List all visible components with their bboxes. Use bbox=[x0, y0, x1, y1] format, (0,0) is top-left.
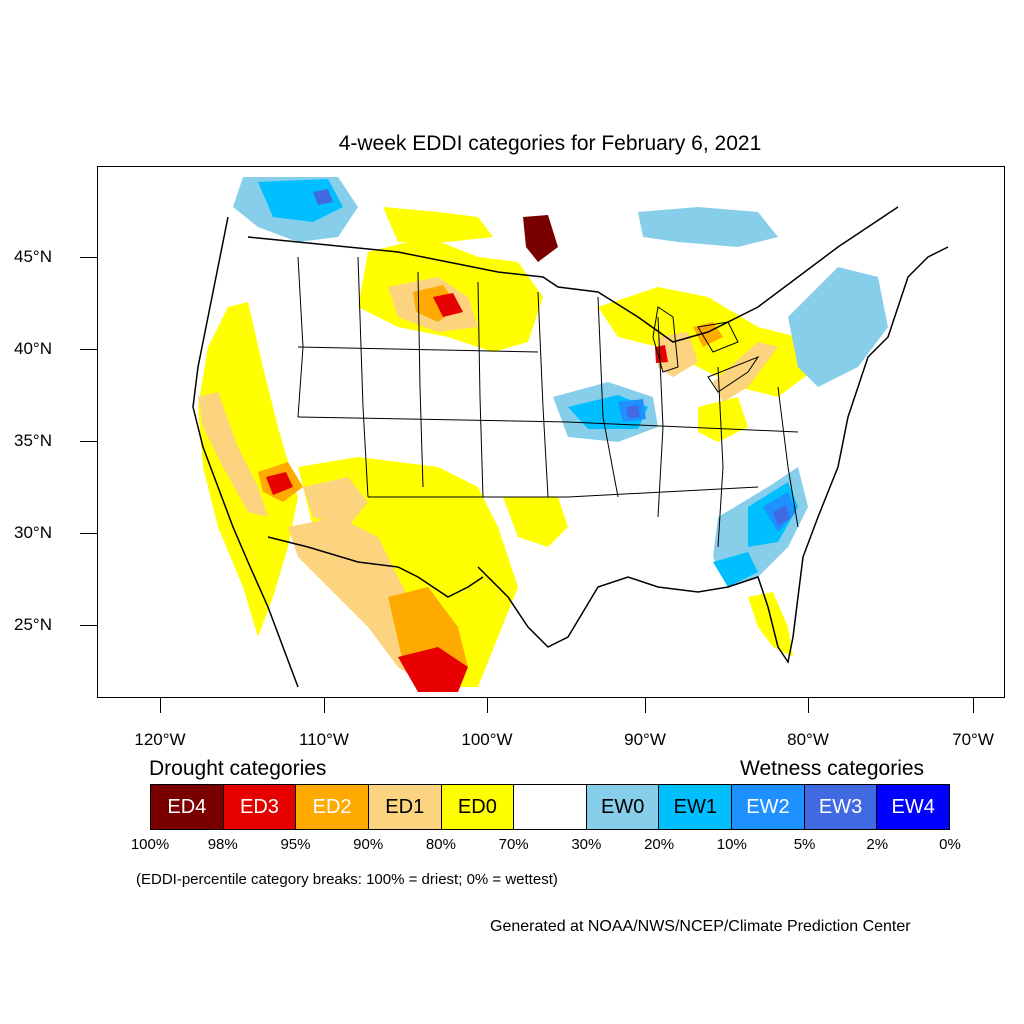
legend-box-ew0: EW0 bbox=[586, 785, 660, 829]
east-coastline bbox=[857, 246, 949, 388]
patch-ed3-dakota bbox=[433, 293, 463, 317]
patch-ed0-ohio bbox=[698, 397, 748, 442]
percentile-label: 95% bbox=[280, 836, 311, 853]
wetness-heading: Wetness categories bbox=[740, 757, 925, 780]
patch-ed0-florida bbox=[748, 592, 793, 657]
lat-tick-30 bbox=[80, 533, 97, 534]
legend-box-ed0: ED0 bbox=[441, 785, 515, 829]
lat-label-25: 25°N bbox=[14, 615, 52, 634]
lon-label-120: 120°W bbox=[134, 730, 186, 749]
legend-box-ew3: EW3 bbox=[804, 785, 878, 829]
legend-box-neutral bbox=[514, 785, 587, 829]
us-mexico-border bbox=[267, 536, 484, 598]
patch-ed4-minnesota bbox=[523, 215, 558, 262]
percentile-label: 30% bbox=[571, 836, 602, 853]
patch-ed1-california bbox=[198, 392, 268, 517]
west-coastline bbox=[192, 216, 299, 688]
percentile-label: 98% bbox=[207, 836, 238, 853]
boundaries bbox=[192, 206, 949, 688]
lon-label-80: 80°W bbox=[787, 730, 829, 749]
lat-tick-35 bbox=[80, 441, 97, 442]
lon-tick-100 bbox=[487, 697, 488, 713]
map-title: 4-week EDDI categories for February 6, 2… bbox=[338, 132, 762, 155]
lat-tick-40 bbox=[80, 349, 97, 350]
percentile-label: 10% bbox=[716, 836, 747, 853]
legend-box-ed1: ED1 bbox=[368, 785, 442, 829]
patch-ed1-michigan bbox=[658, 332, 698, 377]
lon-tick-80 bbox=[808, 697, 809, 713]
category-note: (EDDI-percentile category breaks: 100% =… bbox=[136, 871, 558, 888]
drought-heading: Drought categories bbox=[149, 757, 327, 780]
legend-color-bar: ED4 ED3 ED2 ED1 ED0 EW0 EW1 EW2 EW3 EW4 bbox=[150, 784, 950, 830]
lon-tick-90 bbox=[645, 697, 646, 713]
percentile-label: 80% bbox=[425, 836, 456, 853]
percentile-label: 20% bbox=[644, 836, 675, 853]
state-lines-horizontal bbox=[297, 346, 799, 498]
lat-tick-25 bbox=[80, 625, 97, 626]
legend-box-ew4: EW4 bbox=[877, 785, 950, 829]
patch-ew1-washington bbox=[258, 179, 343, 222]
patch-ew1-gulf bbox=[713, 552, 758, 587]
map-area bbox=[97, 166, 1005, 698]
lat-label-35: 35°N bbox=[14, 431, 52, 450]
patch-ed3-michigan bbox=[655, 345, 668, 363]
patch-ew0-north-shore bbox=[638, 207, 778, 247]
lat-tick-45 bbox=[80, 257, 97, 258]
patch-ew3-washington bbox=[313, 189, 333, 205]
patch-ed3-arizona bbox=[266, 472, 293, 495]
legend-box-ed4: ED4 bbox=[151, 785, 224, 829]
gulf-coastline bbox=[477, 386, 859, 664]
legend-box-ew1: EW1 bbox=[659, 785, 733, 829]
percentile-label: 0% bbox=[939, 836, 961, 853]
patch-ew3-iowa bbox=[626, 405, 640, 418]
us-canada-border bbox=[247, 206, 899, 343]
percentile-label: 100% bbox=[130, 836, 170, 853]
eddi-map bbox=[192, 177, 949, 692]
lon-label-90: 90°W bbox=[624, 730, 666, 749]
lat-label-30: 30°N bbox=[14, 523, 52, 542]
legend-box-ed3: ED3 bbox=[223, 785, 297, 829]
patch-ed1-lake-erie bbox=[713, 342, 778, 402]
legend-box-ew2: EW2 bbox=[732, 785, 805, 829]
lon-label-70: 70°W bbox=[952, 730, 994, 749]
percentile-label: 70% bbox=[498, 836, 529, 853]
lon-tick-120 bbox=[160, 697, 161, 713]
patch-ed3-mexico bbox=[398, 647, 468, 692]
lon-tick-110 bbox=[324, 697, 325, 713]
lat-label-40: 40°N bbox=[14, 339, 52, 358]
lon-label-110: 110°W bbox=[299, 730, 349, 749]
credit-text: Generated at NOAA/NWS/NCEP/Climate Predi… bbox=[490, 918, 911, 935]
patch-ed0-upper-midwest bbox=[383, 207, 493, 242]
patch-ed1-arizona bbox=[303, 477, 368, 527]
legend-box-ed2: ED2 bbox=[296, 785, 369, 829]
patch-ew0-northeast bbox=[788, 267, 888, 387]
state-lines-east bbox=[597, 296, 799, 548]
percentile-label: 5% bbox=[793, 836, 816, 853]
patch-ew3-carolinas bbox=[773, 505, 790, 525]
great-lakes bbox=[652, 306, 760, 393]
lat-label-45: 45°N bbox=[14, 247, 52, 266]
percentile-label: 90% bbox=[353, 836, 384, 853]
percentile-label: 2% bbox=[866, 836, 889, 853]
lon-label-100: 100°W bbox=[461, 730, 513, 749]
lon-tick-70 bbox=[973, 697, 974, 713]
category-patches bbox=[198, 177, 888, 692]
patch-ed0-texas bbox=[503, 497, 568, 547]
